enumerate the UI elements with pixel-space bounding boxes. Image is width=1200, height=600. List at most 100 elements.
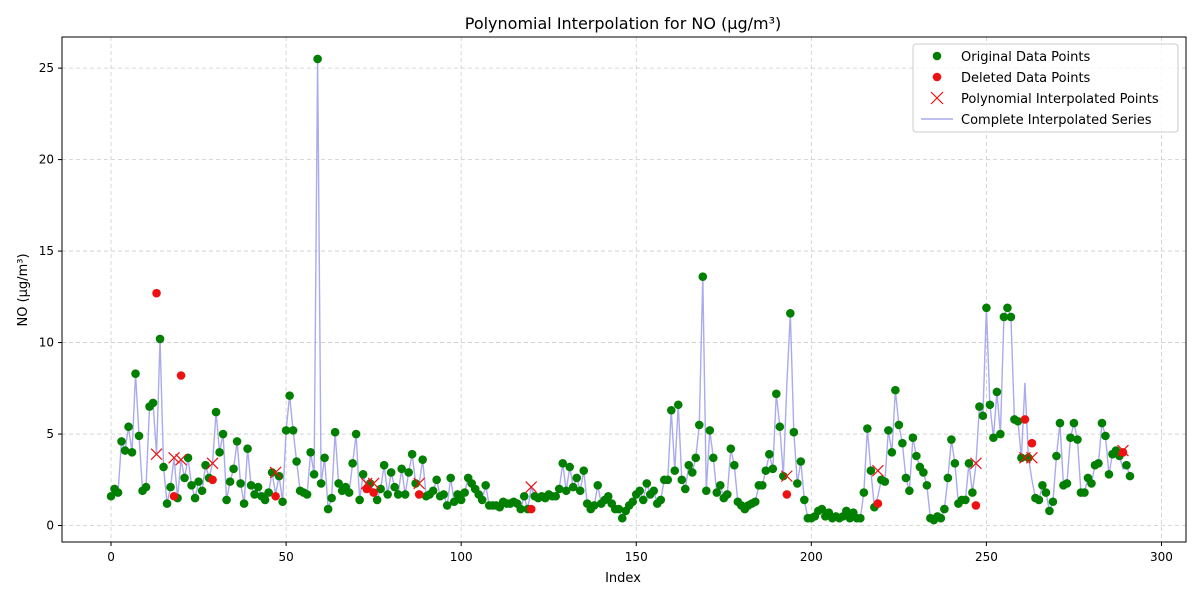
original-data-point xyxy=(1055,418,1065,428)
original-data-point xyxy=(561,486,571,496)
y-tick-label: 10 xyxy=(39,336,54,350)
original-data-point xyxy=(432,475,441,485)
original-data-point xyxy=(975,402,984,411)
original-data-point xyxy=(264,488,273,497)
original-data-point xyxy=(572,473,582,483)
original-data-point xyxy=(327,493,336,503)
original-data-point xyxy=(159,462,168,472)
original-data-point xyxy=(404,468,413,477)
original-data-point xyxy=(113,488,123,497)
original-data-point xyxy=(232,437,242,446)
original-data-point xyxy=(134,431,144,441)
original-data-point xyxy=(999,312,1009,322)
original-data-point xyxy=(320,453,329,463)
original-data-point xyxy=(449,497,459,507)
original-data-point xyxy=(481,480,490,490)
original-data-point xyxy=(701,486,711,496)
original-data-point xyxy=(982,303,991,313)
original-data-point xyxy=(344,488,354,497)
original-data-point xyxy=(950,459,960,468)
deleted-data-point xyxy=(208,475,217,485)
original-data-point xyxy=(919,468,928,477)
original-data-point xyxy=(593,480,603,490)
original-data-point xyxy=(302,490,312,499)
deleted-data-point xyxy=(526,504,536,514)
original-data-point xyxy=(863,424,872,433)
original-data-point xyxy=(729,460,739,470)
original-data-point xyxy=(1003,303,1012,313)
interpolated-point-marker xyxy=(150,448,163,461)
original-data-point xyxy=(551,491,561,501)
original-data-point xyxy=(439,490,448,499)
original-data-point xyxy=(1038,480,1047,490)
original-data-point xyxy=(348,459,357,468)
interpolated-point-marker xyxy=(206,457,219,470)
interpolated-point-marker xyxy=(780,470,793,483)
original-data-point xyxy=(106,491,116,501)
deleted-data-point xyxy=(152,288,161,298)
original-data-point xyxy=(765,449,774,459)
original-data-point xyxy=(1052,451,1061,461)
x-tick-label: 50 xyxy=(278,550,293,564)
interpolated-point-marker xyxy=(969,457,982,470)
original-data-point xyxy=(789,427,799,437)
original-data-point xyxy=(460,488,469,497)
interpolated-point-marker xyxy=(1026,451,1038,464)
original-data-point xyxy=(589,501,599,510)
original-data-point xyxy=(1013,416,1023,426)
original-data-point xyxy=(898,438,907,448)
original-data-point xyxy=(940,504,949,514)
original-data-point xyxy=(1062,479,1072,488)
original-data-point xyxy=(222,495,231,505)
deleted-data-point xyxy=(971,501,981,510)
original-data-point xyxy=(722,490,732,499)
original-data-point xyxy=(148,398,158,408)
y-tick-label: 15 xyxy=(39,244,54,258)
original-data-point xyxy=(1087,479,1096,488)
original-data-point xyxy=(996,429,1005,439)
original-data-point xyxy=(124,422,133,432)
original-data-point xyxy=(383,490,392,499)
original-data-point xyxy=(887,448,897,457)
original-data-point xyxy=(386,468,396,477)
original-data-point xyxy=(642,479,652,488)
original-data-point xyxy=(390,482,399,492)
y-tick-label: 25 xyxy=(39,61,54,75)
interpolated-point-marker xyxy=(269,466,282,479)
legend-label: Deleted Data Points xyxy=(961,71,1091,86)
original-data-point xyxy=(908,433,918,443)
original-data-point xyxy=(978,411,988,421)
original-data-point xyxy=(670,466,680,475)
original-data-point xyxy=(253,482,263,492)
original-data-point xyxy=(330,427,340,437)
original-data-point xyxy=(772,389,781,399)
original-data-point xyxy=(246,480,256,490)
original-data-point xyxy=(292,457,301,466)
original-data-point xyxy=(677,475,687,485)
original-data-point xyxy=(708,453,718,463)
original-data-point xyxy=(894,420,904,430)
original-data-point xyxy=(943,473,953,483)
series-layer xyxy=(106,54,1135,525)
interpolated-point-marker xyxy=(367,477,380,490)
original-data-point xyxy=(635,486,645,496)
original-data-point xyxy=(796,457,806,466)
interpolated-point-marker xyxy=(168,451,180,464)
y-tick-label: 5 xyxy=(46,427,54,441)
original-data-point xyxy=(201,460,210,470)
original-data-point xyxy=(288,426,298,435)
original-data-point xyxy=(1097,418,1107,428)
deleted-data-point xyxy=(271,491,280,501)
original-data-point xyxy=(281,426,291,435)
deleted-data-point xyxy=(1027,438,1037,448)
original-data-point xyxy=(334,479,343,488)
deleted-data-point xyxy=(1118,448,1128,457)
legend-label: Complete Interpolated Series xyxy=(961,113,1152,128)
original-data-point xyxy=(793,479,802,488)
original-data-point xyxy=(758,480,767,490)
original-data-point xyxy=(236,479,245,488)
original-data-point xyxy=(603,491,613,501)
original-data-point xyxy=(131,369,140,378)
original-data-point xyxy=(901,473,911,483)
interpolated-point-marker xyxy=(525,481,538,494)
